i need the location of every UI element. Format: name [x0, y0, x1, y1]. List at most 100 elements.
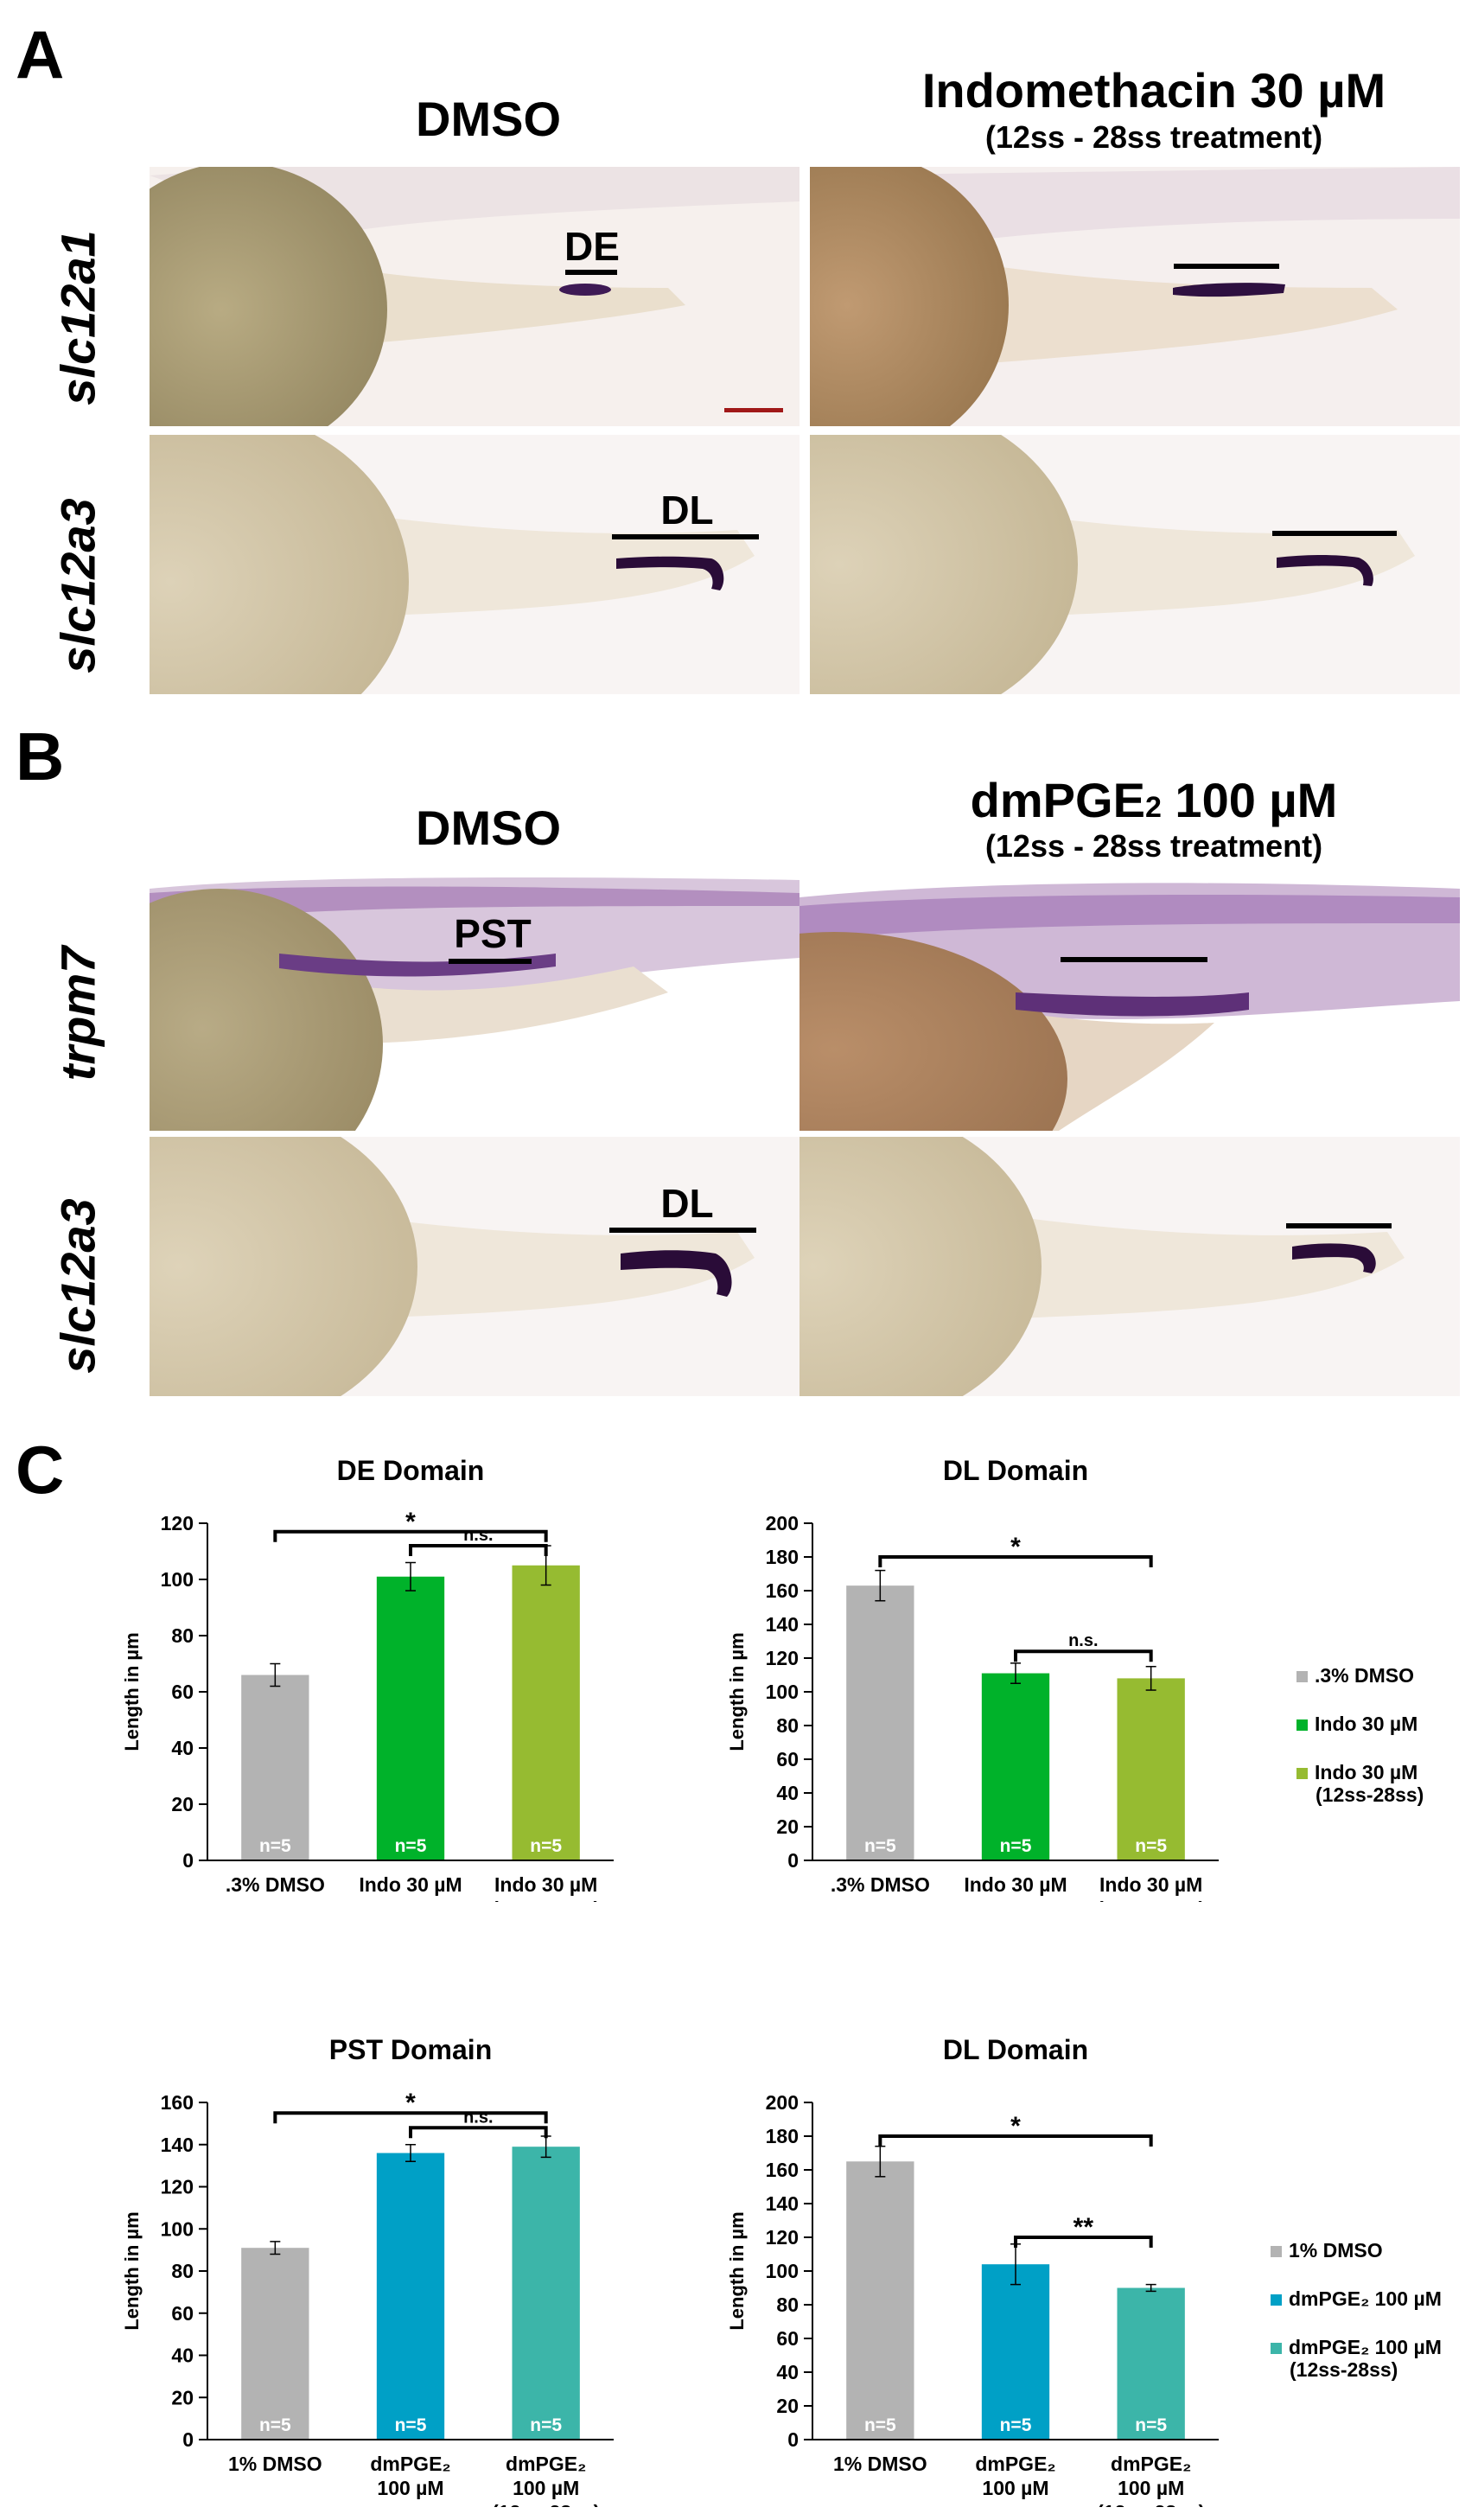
y-axis-label: Length in µm: [726, 1632, 748, 1751]
panel-a-right-title: Indomethacin 30 µM: [921, 63, 1386, 118]
panel-b-right-subtitle: (12ss - 28ss treatment): [984, 828, 1323, 864]
x-tick-label: 100 µM: [1118, 2477, 1184, 2499]
significance-label: *: [1010, 1533, 1021, 1561]
chart-title: DL Domain: [943, 1455, 1088, 1486]
x-tick-label: Indo 30 µM: [359, 1873, 462, 1896]
y-tick-label: 80: [776, 2294, 799, 2316]
y-tick-label: 160: [161, 2091, 194, 2114]
y-tick-label: 120: [766, 1647, 799, 1669]
embryo-image-b-dmso-row1: [150, 871, 800, 1131]
y-tick-label: 80: [171, 1624, 194, 1647]
x-tick-label: 1% DMSO: [228, 2453, 322, 2475]
significance-label: *: [405, 1508, 416, 1536]
chart-pst-domain: PST Domain Length in µm 0 20 40 60 80 100 120 140…: [121, 2034, 614, 2507]
y-tick-label: 160: [766, 2159, 799, 2181]
legend-label: Indo 30 µM: [1315, 1713, 1418, 1735]
y-tick-label: 200: [766, 1512, 799, 1534]
legend-bottom-item-2: dmPGE₂ 100 µM: [1271, 2336, 1442, 2359]
y-tick-label: 80: [171, 2260, 194, 2282]
y-tick-label: 160: [766, 1579, 799, 1602]
x-tick-label: dmPGE₂: [370, 2453, 450, 2475]
y-tick-label: 180: [766, 2125, 799, 2147]
panel-a-row1-gene: slc12a1: [50, 230, 105, 405]
y-tick-label: 40: [776, 1782, 799, 1804]
y-tick-label: 100: [766, 1681, 799, 1703]
de-domain-bar-dmso: [565, 270, 617, 275]
legend-top-item-2: Indo 30 µM: [1296, 1761, 1417, 1784]
n-label: n=5: [395, 2415, 427, 2435]
significance-label: n.s.: [1068, 1631, 1098, 1650]
significance-label: *: [1010, 2112, 1021, 2140]
n-label: n=5: [259, 2415, 291, 2435]
embryo-image-a-indo-row1: [810, 167, 1460, 426]
n-label: n=5: [530, 1836, 562, 1856]
y-tick-label: 140: [161, 2134, 194, 2156]
x-tick-label: Indo 30 µM: [964, 1873, 1067, 1896]
panel-letter-c: C: [16, 1432, 65, 1508]
significance-bracket: [1014, 1649, 1153, 1662]
legend-label: 1% DMSO: [1289, 2239, 1383, 2262]
de-domain-label: DE: [564, 224, 620, 269]
y-tick-label: 60: [171, 1681, 194, 1703]
bar: [241, 2248, 309, 2440]
y-tick-label: 140: [766, 1613, 799, 1636]
embryo-image-b-pge-row2: [800, 1137, 1460, 1396]
x-tick-label: (12ss-28ss): [492, 2501, 600, 2507]
x-tick-label: 100 µM: [513, 2477, 579, 2499]
significance-bracket: [878, 1555, 1153, 1567]
bar: [1117, 2287, 1185, 2440]
y-axis-label: Length in µm: [726, 2211, 748, 2330]
y-tick-label: 100: [161, 1568, 194, 1591]
legend-label: dmPGE₂ 100 µM: [1289, 2287, 1442, 2310]
embryo-image-a-dmso-row2: [150, 435, 800, 694]
bar: [376, 1576, 445, 1860]
significance-bracket: [273, 1529, 548, 1542]
panel-a-right-subtitle: (12ss - 28ss treatment): [984, 119, 1323, 155]
panel-b-right-title-sub: 2: [1144, 791, 1162, 824]
x-tick-label: (12ss-28ss): [492, 1898, 600, 1902]
x-tick-label: (12ss-28ss): [1097, 1898, 1205, 1902]
y-tick-label: 100: [161, 2217, 194, 2240]
legend-top-item-1: Indo 30 µM: [1296, 1713, 1417, 1736]
y-tick-label: 40: [171, 1737, 194, 1759]
x-tick-label: Indo 30 µM: [494, 1873, 597, 1896]
panel-a-row2-gene: slc12a3: [50, 498, 105, 673]
dl-domain-label-b: DL: [660, 1181, 714, 1226]
panel-letter-a: A: [16, 16, 65, 93]
y-tick-label: 40: [776, 2361, 799, 2383]
y-tick-label: 0: [182, 2428, 194, 2451]
dl-domain-label-a: DL: [660, 488, 714, 533]
legend-top: .3% DMSO Indo 30 µM Indo 30 µM (12ss-28s…: [1296, 1664, 1474, 1837]
significance-bracket: [409, 2126, 548, 2139]
y-tick-label: 60: [171, 2302, 194, 2325]
pst-domain-bar-pge: [1061, 957, 1207, 962]
n-label: n=5: [864, 1836, 896, 1856]
bar: [1117, 1678, 1185, 1860]
legend-bottom: 1% DMSO dmPGE₂ 100 µM dmPGE₂ 100 µM (12s…: [1271, 2239, 1474, 2412]
legend-label: .3% DMSO: [1315, 1664, 1415, 1687]
y-tick-label: 20: [776, 2395, 799, 2417]
significance-label: n.s.: [463, 1526, 493, 1545]
legend-label: Indo 30 µM: [1315, 1761, 1418, 1783]
dl-domain-bar-a-dmso: [612, 534, 759, 539]
significance-label: **: [1073, 2213, 1094, 2242]
legend-top-item-0: .3% DMSO: [1296, 1664, 1414, 1687]
y-axis-label: Length in µm: [121, 1632, 143, 1751]
y-tick-label: 120: [161, 1512, 194, 1534]
y-tick-label: 120: [766, 2226, 799, 2249]
chart-title: DL Domain: [943, 2034, 1088, 2065]
x-tick-label: Indo 30 µM: [1099, 1873, 1202, 1896]
legend-top-item-2-sub: (12ss-28ss): [1316, 1783, 1424, 1806]
panel-a-left-title: DMSO: [416, 92, 561, 146]
y-axis-label: Length in µm: [121, 2211, 143, 2330]
bar: [241, 1675, 309, 1860]
y-tick-label: 40: [171, 2345, 194, 2367]
legend-bottom-item-2-sub: (12ss-28ss): [1290, 2358, 1398, 2381]
legend-swatch: [1271, 2343, 1282, 2355]
y-tick-label: 120: [161, 2176, 194, 2198]
panel-b-row2-gene: slc12a3: [50, 1198, 105, 1374]
panel-b-right-title-post: 100 µM: [1161, 773, 1338, 827]
y-tick-label: 200: [766, 2091, 799, 2114]
significance-bracket: [878, 2134, 1153, 2147]
embryo-image-a-indo-row2: [810, 435, 1460, 694]
